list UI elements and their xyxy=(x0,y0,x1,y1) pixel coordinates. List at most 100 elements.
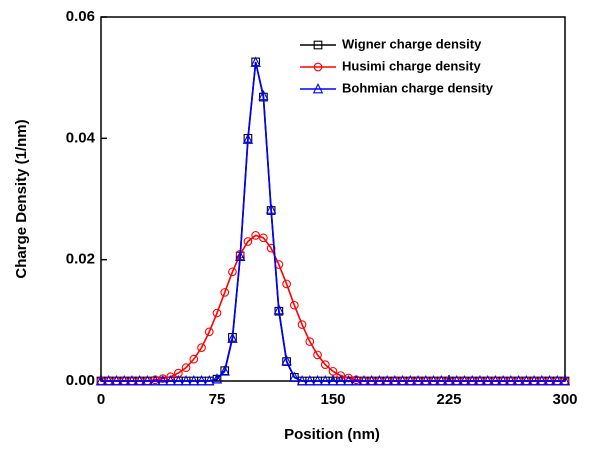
marker-triangle xyxy=(490,374,501,386)
x-tick-label: 300 xyxy=(552,391,577,408)
marker-circle xyxy=(189,354,199,364)
marker-triangle xyxy=(343,374,354,386)
marker-triangle xyxy=(420,374,431,386)
marker-triangle xyxy=(250,56,261,67)
marker-triangle xyxy=(513,374,524,386)
marker-triangle xyxy=(397,374,408,386)
marker-triangle xyxy=(126,374,138,386)
marker-circle xyxy=(305,337,315,346)
marker-triangle xyxy=(451,374,462,386)
marker-triangle xyxy=(273,303,285,315)
marker-triangle xyxy=(173,374,184,386)
marker-triangle xyxy=(412,374,424,386)
marker-triangle xyxy=(559,374,571,386)
marker-triangle xyxy=(443,374,455,386)
marker-triangle xyxy=(320,374,331,386)
marker-triangle xyxy=(474,374,486,386)
marker-triangle xyxy=(351,374,362,386)
marker-triangle xyxy=(142,374,153,386)
legend-label: Husimi charge density xyxy=(342,58,481,73)
marker-triangle xyxy=(227,332,238,343)
marker-triangle xyxy=(327,374,339,386)
marker-triangle xyxy=(235,250,246,261)
marker-triangle xyxy=(265,203,277,214)
legend-label: Wigner charge density xyxy=(342,36,482,51)
y-tick-label: 0.02 xyxy=(66,251,95,268)
marker-triangle xyxy=(219,365,230,376)
marker-triangle xyxy=(242,133,254,144)
marker-triangle xyxy=(497,374,509,386)
series-line xyxy=(101,234,565,382)
marker-triangle xyxy=(111,374,122,386)
x-tick-label: 0 xyxy=(97,391,105,408)
marker-circle xyxy=(320,360,330,369)
series-line xyxy=(101,61,565,382)
marker-circle xyxy=(289,300,299,310)
marker-triangle xyxy=(374,374,385,386)
marker-triangle xyxy=(428,374,439,386)
marker-triangle xyxy=(312,374,323,386)
marker-triangle xyxy=(467,374,478,386)
marker-triangle xyxy=(304,374,315,386)
marker-circle xyxy=(204,327,214,337)
y-tick-label: 0.04 xyxy=(66,129,96,146)
marker-triangle xyxy=(95,374,107,386)
marker-triangle xyxy=(536,374,547,386)
y-tick-label: 0.00 xyxy=(66,372,95,389)
plot-frame xyxy=(100,16,566,382)
marker-triangle xyxy=(528,374,540,386)
marker-circle xyxy=(297,320,307,329)
marker-triangle xyxy=(335,374,346,386)
marker-circle xyxy=(251,231,261,240)
marker-square xyxy=(313,40,323,50)
marker-triangle xyxy=(544,374,555,386)
marker-triangle xyxy=(312,82,324,94)
marker-triangle xyxy=(204,374,215,386)
marker-circle xyxy=(266,243,276,253)
marker-triangle xyxy=(482,374,493,386)
y-axis-label: Charge Density (1/nm) xyxy=(13,119,30,278)
marker-triangle xyxy=(289,371,300,382)
marker-triangle xyxy=(119,374,130,386)
marker-triangle xyxy=(281,354,292,366)
marker-circle xyxy=(228,267,237,277)
marker-circle xyxy=(212,308,222,318)
marker-triangle xyxy=(389,374,401,386)
marker-circle xyxy=(259,233,268,243)
marker-triangle xyxy=(157,374,169,386)
marker-triangle xyxy=(521,374,532,386)
marker-triangle xyxy=(149,374,161,386)
marker-triangle xyxy=(180,374,192,386)
marker-circle xyxy=(243,237,253,246)
marker-triangle xyxy=(196,374,207,386)
y-tick-label: 0.06 xyxy=(66,8,95,25)
marker-triangle xyxy=(459,374,470,386)
marker-circle xyxy=(197,343,206,352)
x-tick-label: 225 xyxy=(436,391,461,408)
marker-triangle xyxy=(358,374,370,386)
marker-circle xyxy=(282,279,291,289)
marker-triangle xyxy=(381,374,393,386)
marker-circle xyxy=(313,62,323,72)
marker-triangle xyxy=(165,374,176,386)
marker-circle xyxy=(181,363,191,373)
marker-triangle xyxy=(258,89,269,101)
marker-triangle xyxy=(188,374,199,386)
marker-circle xyxy=(336,371,346,380)
x-tick-label: 150 xyxy=(320,391,345,408)
marker-triangle xyxy=(436,374,447,386)
marker-triangle xyxy=(505,374,517,386)
marker-triangle xyxy=(366,374,377,386)
x-axis-label: Position (nm) xyxy=(284,426,380,443)
marker-triangle xyxy=(134,374,145,386)
marker-triangle xyxy=(103,374,114,386)
marker-circle xyxy=(313,350,322,360)
marker-triangle xyxy=(296,374,308,386)
marker-triangle xyxy=(552,374,563,386)
series-line xyxy=(101,62,565,382)
marker-triangle xyxy=(405,374,416,386)
legend-label: Bohmian charge density xyxy=(342,80,494,95)
x-tick-label: 75 xyxy=(209,391,226,408)
marker-circle xyxy=(220,288,230,297)
